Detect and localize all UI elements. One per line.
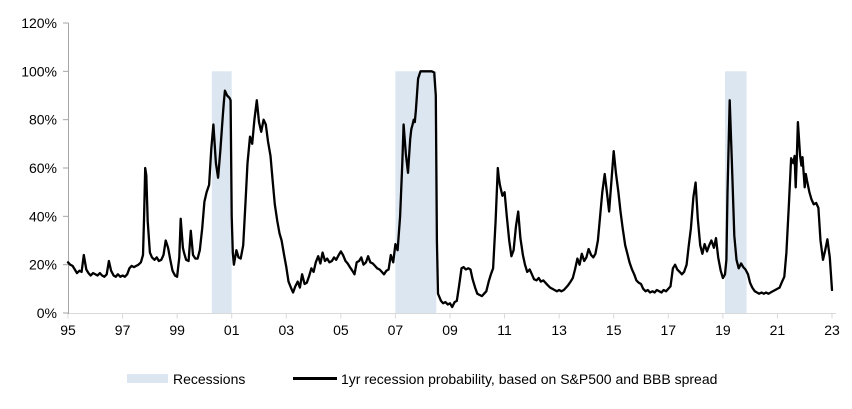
x-tick-label: 11 — [497, 322, 512, 338]
x-tick-label: 99 — [169, 322, 185, 338]
x-tick-label: 23 — [824, 322, 840, 338]
x-tick-label: 03 — [278, 322, 294, 338]
y-tick-label: 120% — [21, 15, 57, 31]
y-tick-label: 0% — [37, 305, 57, 321]
x-tick-label: 97 — [115, 322, 131, 338]
x-tick-label: 95 — [60, 322, 76, 338]
x-tick-label: 07 — [388, 322, 404, 338]
x-tick-label: 05 — [333, 322, 349, 338]
y-tick-label: 20% — [29, 257, 57, 273]
x-tick-label: 17 — [660, 322, 676, 338]
probability-line — [66, 70, 834, 309]
x-tick-label: 19 — [715, 322, 731, 338]
recession-band — [211, 71, 232, 313]
x-tick-label: 01 — [224, 322, 240, 338]
x-tick-label: 09 — [442, 322, 458, 338]
x-tick-label: 15 — [606, 322, 622, 338]
x-tick-label: 13 — [551, 322, 567, 338]
y-tick-label: 100% — [21, 63, 57, 79]
y-tick-label: 40% — [29, 208, 57, 224]
x-tick-label: 21 — [770, 322, 786, 338]
y-tick-label: 80% — [29, 112, 57, 128]
y-tick-label: 60% — [29, 160, 57, 176]
